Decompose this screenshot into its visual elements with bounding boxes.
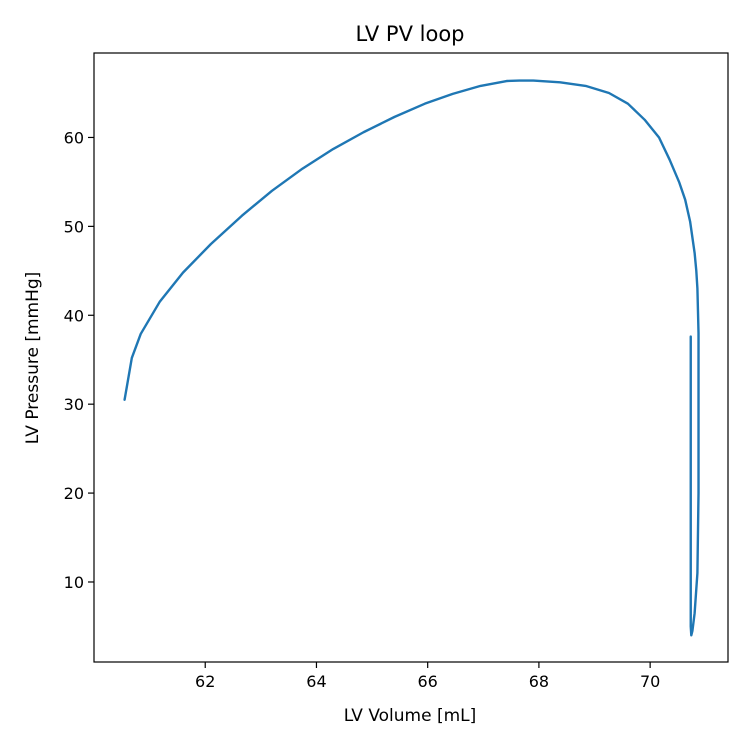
x-axis-ticks: 62 64 66 68 70 <box>195 662 660 691</box>
y-tick-label: 40 <box>64 306 84 325</box>
y-tick-label: 20 <box>64 484 84 503</box>
series-layer <box>123 79 700 637</box>
x-tick-label: 62 <box>195 672 215 691</box>
x-tick-label: 64 <box>306 672 326 691</box>
y-tick-label: 50 <box>64 217 84 236</box>
x-tick-label: 70 <box>640 672 660 691</box>
x-tick-label: 66 <box>418 672 438 691</box>
x-axis-label: LV Volume [mL] <box>344 706 477 726</box>
x-tick-label: 68 <box>529 672 549 691</box>
plot-area <box>93 52 729 663</box>
y-tick-label: 10 <box>64 573 84 592</box>
chart-title: LV PV loop <box>356 22 465 46</box>
y-tick-label: 30 <box>64 395 84 414</box>
series-line-0 <box>123 79 700 637</box>
y-tick-label: 60 <box>64 128 84 147</box>
y-axis-ticks: 10 20 30 40 50 60 <box>64 128 94 592</box>
y-axis-label: LV Pressure [mmHg] <box>23 272 43 445</box>
axes-frame <box>93 52 729 663</box>
